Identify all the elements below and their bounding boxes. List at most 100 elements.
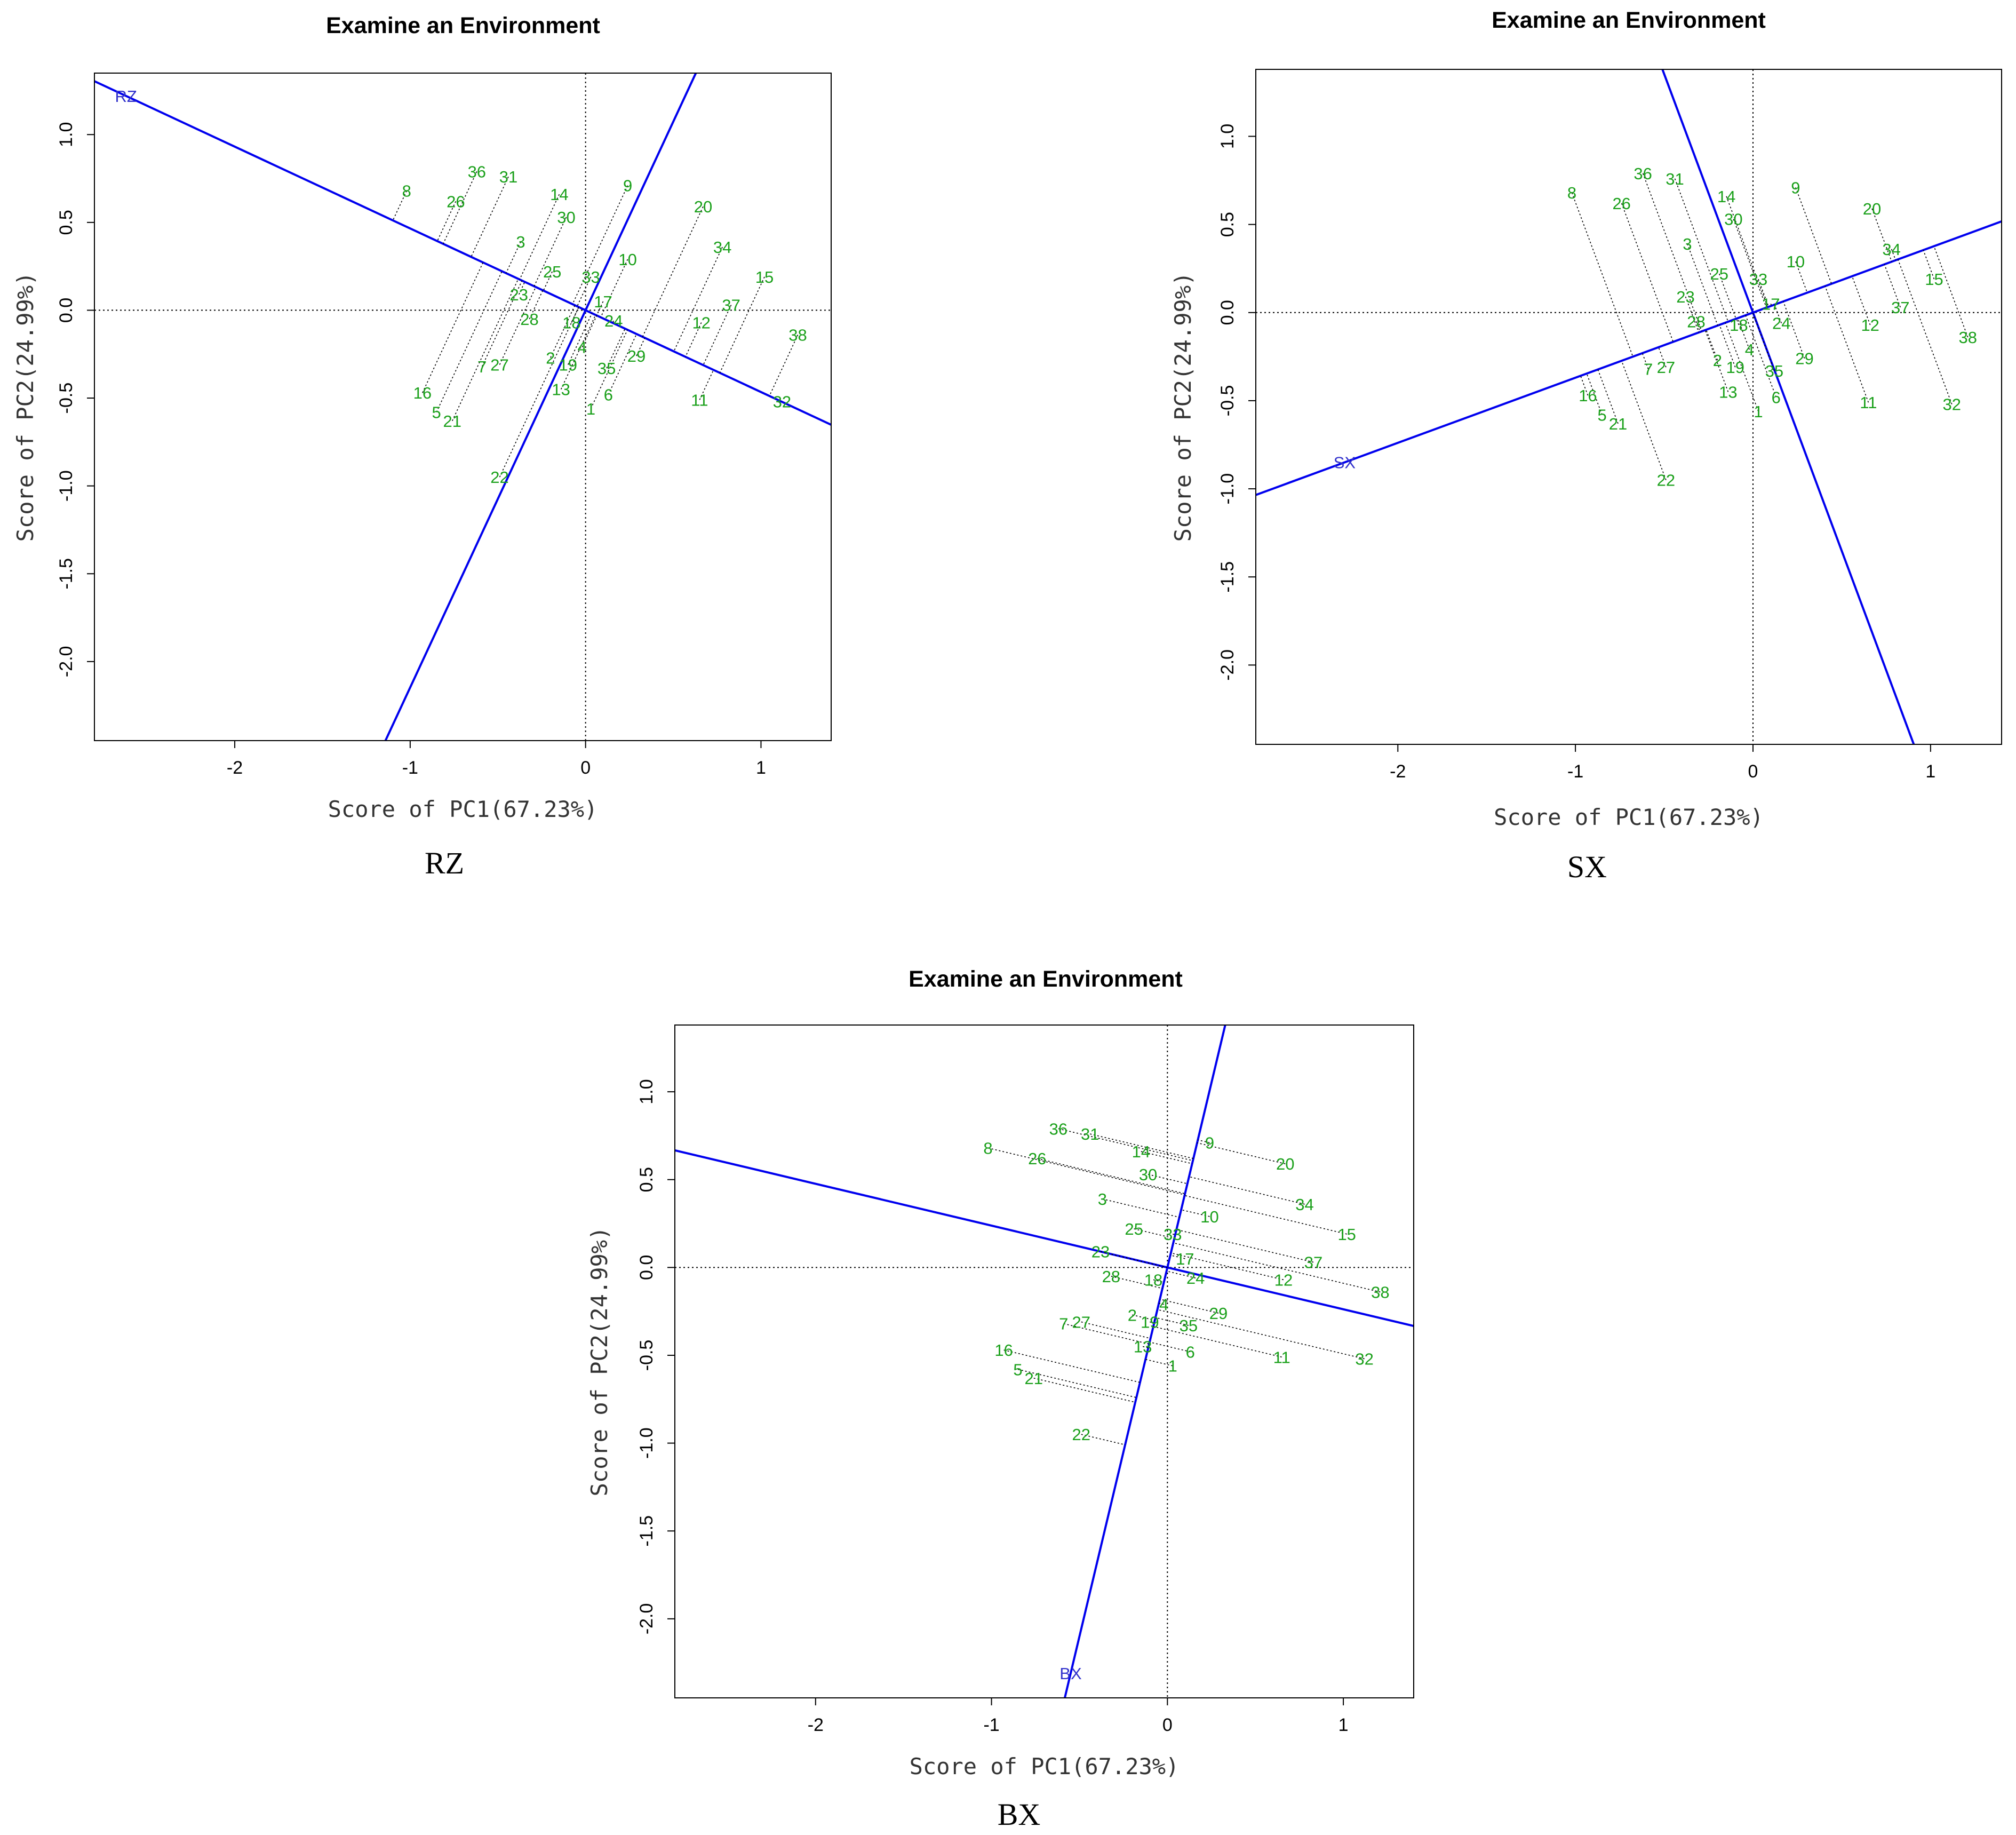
projection-line (1111, 1276, 1163, 1289)
projection-line (1736, 318, 1740, 325)
genotype-label: 36 (1633, 164, 1652, 183)
genotype-label: 8 (1567, 184, 1576, 202)
projection-line (1134, 1228, 1175, 1239)
genotype-label: 27 (1072, 1313, 1090, 1331)
genotype-label: 37 (1891, 298, 1909, 317)
x-tick-label: -1 (402, 758, 418, 778)
genotype-label: 30 (557, 208, 575, 227)
projection-line (769, 335, 799, 396)
panel-caption: BX (998, 1797, 1041, 1832)
projection-line (1153, 1279, 1164, 1283)
x-tick-label: 1 (1338, 1715, 1349, 1735)
projection-line (533, 217, 567, 287)
chart-title: Examine an Environment (909, 966, 1183, 992)
projection-line (1159, 1302, 1164, 1305)
projection-line (685, 322, 702, 358)
genotype-label: 25 (1710, 265, 1728, 283)
genotype-label: 19 (1141, 1313, 1159, 1331)
genotype-label: 5 (432, 403, 441, 422)
y-tick-label: 0.5 (56, 210, 76, 235)
projection-line (1081, 1321, 1151, 1339)
y-tick-label: -0.5 (636, 1340, 657, 1371)
y-tick-label: -1.0 (636, 1427, 657, 1459)
x-tick-label: -2 (227, 758, 243, 778)
x-tick-label: 1 (1925, 761, 1935, 782)
projection-line (519, 194, 560, 280)
projection-line (1149, 1341, 1191, 1353)
genotype-label: 11 (1860, 393, 1877, 412)
projection-line (1752, 312, 1775, 371)
genotype-label: 24 (1772, 314, 1790, 333)
projection-line (673, 247, 723, 352)
genotype-label: 26 (1028, 1149, 1046, 1168)
genotype-label: 21 (1609, 415, 1627, 433)
genotype-label: 31 (1081, 1125, 1099, 1143)
genotype-label: 18 (1730, 316, 1748, 335)
plot-frame (94, 73, 832, 741)
projection-line (1159, 1299, 1219, 1314)
y-tick-label: -0.5 (56, 383, 76, 414)
projection-line (1642, 353, 1649, 369)
projection-line (612, 320, 615, 323)
genotype-label: 23 (1091, 1243, 1110, 1261)
projection-line (1674, 178, 1729, 322)
genotype-label: 32 (773, 393, 791, 411)
projection-line (1774, 304, 1782, 323)
environment-label: BX (1059, 1664, 1082, 1683)
genotype-label: 20 (1276, 1155, 1294, 1173)
projection-line (1184, 1195, 1347, 1235)
genotype-label: 13 (552, 380, 570, 399)
projection-line (499, 287, 536, 365)
genotype-label: 36 (468, 162, 486, 181)
genotype-label: 33 (581, 268, 600, 287)
genotype-label: 2 (546, 348, 555, 367)
projection-line (1719, 273, 1736, 319)
projection-line (577, 276, 592, 307)
genotype-label: 30 (1139, 1165, 1157, 1184)
genotype-label: 36 (1049, 1119, 1067, 1138)
genotype-label: 14 (1717, 187, 1735, 206)
projection-line (1197, 1142, 1286, 1164)
genotype-label: 10 (1200, 1208, 1218, 1226)
genotype-label: 19 (1726, 358, 1744, 377)
projection-line (499, 307, 579, 478)
genotype-label: 22 (1072, 1425, 1090, 1444)
projection-line (452, 279, 519, 422)
genotype-label: 23 (509, 285, 528, 304)
genotype-label: 7 (1644, 360, 1653, 378)
projection-line (1571, 192, 1633, 357)
y-tick-label: -2.0 (56, 646, 76, 678)
plot-frame (674, 1024, 1414, 1698)
genotype-label: 6 (1772, 388, 1781, 407)
panel-caption: SX (1567, 849, 1607, 884)
projection-line (987, 1147, 1185, 1195)
projection-line (1017, 1369, 1137, 1398)
projection-line (1884, 264, 1901, 308)
projection-line (471, 176, 509, 257)
genotype-label: 29 (1209, 1304, 1228, 1323)
genotype-label: 10 (1787, 252, 1805, 271)
genotype-label: 4 (577, 338, 586, 357)
genotype-label: 38 (1371, 1283, 1389, 1301)
y-axis-label: Score of PC2(24.99%) (12, 272, 38, 542)
genotype-label: 18 (562, 313, 580, 332)
projection-line (600, 259, 628, 317)
genotype-label: 33 (1164, 1225, 1182, 1244)
genotype-label: 16 (1579, 386, 1597, 405)
genotype-label: 8 (983, 1139, 992, 1157)
perpendicular-axis-line (675, 1149, 1414, 1328)
genotype-label: 30 (1724, 210, 1742, 229)
genotype-label: 16 (994, 1341, 1013, 1360)
genotype-label: 21 (443, 412, 461, 431)
y-tick-label: -2.0 (1217, 649, 1238, 681)
genotype-label: 11 (1273, 1348, 1290, 1367)
projection-line (1142, 1346, 1149, 1348)
projection-line (1170, 1252, 1284, 1281)
